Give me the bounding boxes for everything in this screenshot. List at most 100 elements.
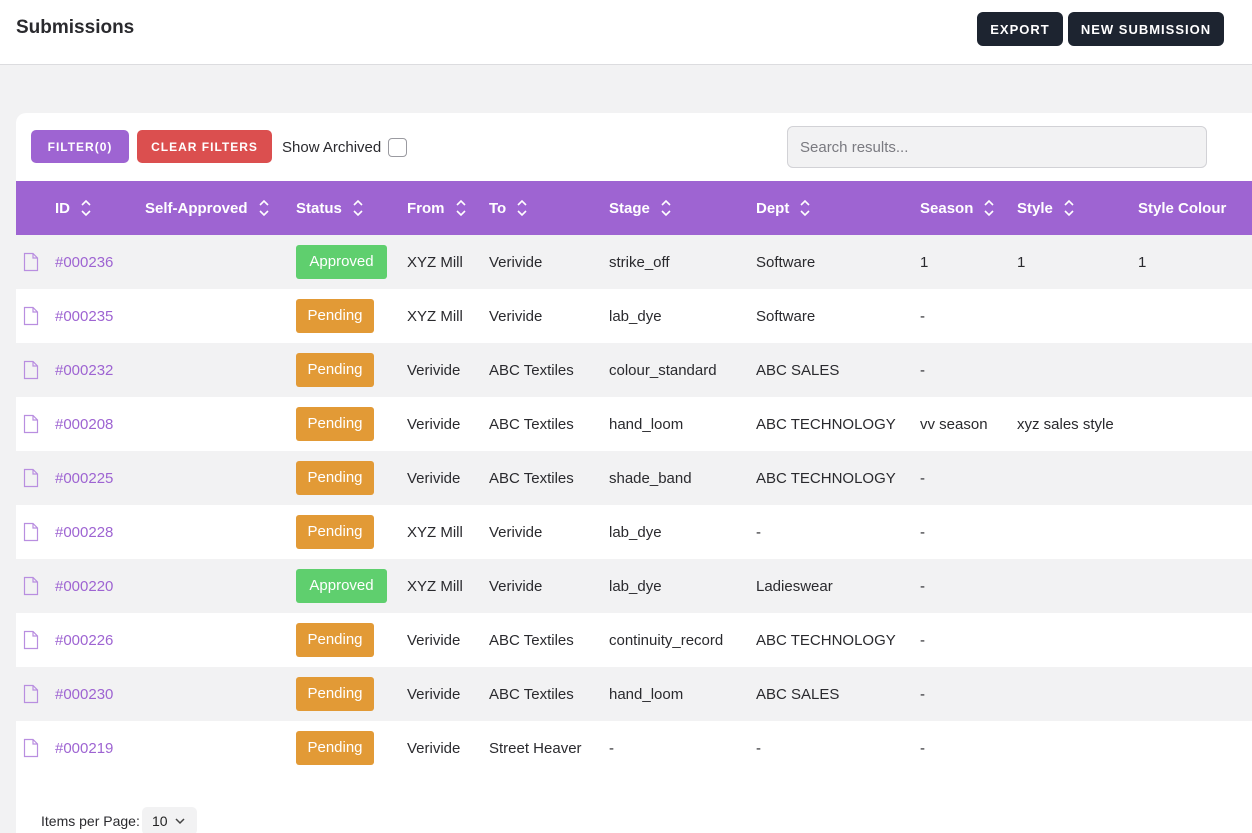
submission-id-link[interactable]: #000228 bbox=[55, 523, 114, 541]
submission-id-link[interactable]: #000230 bbox=[55, 685, 114, 703]
cell-from: Verivide bbox=[407, 451, 460, 505]
submission-id-link[interactable]: #000226 bbox=[55, 631, 114, 649]
cell-dept: ABC TECHNOLOGY bbox=[756, 451, 896, 505]
document-icon bbox=[23, 414, 39, 434]
export-button[interactable]: EXPORT bbox=[977, 12, 1063, 46]
sort-icon[interactable] bbox=[258, 198, 270, 218]
status-badge: Pending bbox=[296, 353, 374, 387]
filter-button[interactable]: FILTER(0) bbox=[31, 130, 129, 163]
column-header-id[interactable]: ID bbox=[55, 181, 92, 235]
column-header-status[interactable]: Status bbox=[296, 181, 364, 235]
cell-id[interactable]: #000228 bbox=[55, 505, 113, 559]
column-header-stage[interactable]: Stage bbox=[609, 181, 672, 235]
cell-stage: continuity_record bbox=[609, 613, 723, 667]
submissions-table: ID Self-Approved Status From To Stage Dept Seas… bbox=[16, 181, 1252, 793]
cell-id[interactable]: #000230 bbox=[55, 667, 113, 721]
column-header-season[interactable]: Season bbox=[920, 181, 995, 235]
column-header-dept[interactable]: Dept bbox=[756, 181, 811, 235]
table-row[interactable]: #000226 Pending Verivide ABC Textiles contin… bbox=[16, 613, 1252, 667]
cell-id[interactable]: #000235 bbox=[55, 289, 113, 343]
document-icon bbox=[23, 468, 39, 488]
cell-text: Verivide bbox=[407, 631, 461, 649]
cell-id[interactable]: #000219 bbox=[55, 721, 113, 775]
sort-icon[interactable] bbox=[799, 198, 811, 218]
clear-filters-button[interactable]: CLEAR FILTERS bbox=[137, 130, 272, 163]
submission-id-link[interactable]: #000225 bbox=[55, 469, 114, 487]
column-header-style-colour[interactable]: Style Colour bbox=[1138, 181, 1226, 235]
search-input[interactable] bbox=[787, 126, 1207, 168]
table-row[interactable]: #000219 Pending Verivide Street Heaver - - - bbox=[16, 721, 1252, 775]
column-header-label: To bbox=[489, 199, 507, 217]
table-row[interactable]: #000230 Pending Verivide ABC Textiles hand_l… bbox=[16, 667, 1252, 721]
sort-icon[interactable] bbox=[983, 198, 995, 218]
cell-text: - bbox=[920, 577, 925, 595]
cell-text: Verivide bbox=[489, 577, 543, 595]
table-row[interactable]: #000208 Pending Verivide ABC Textiles hand_l… bbox=[16, 397, 1252, 451]
status-badge: Pending bbox=[296, 731, 374, 765]
cell-dept: Software bbox=[756, 289, 815, 343]
table-row[interactable]: #000220 Approved XYZ Mill Verivide lab_dye La… bbox=[16, 559, 1252, 613]
cell-status: Pending bbox=[296, 721, 374, 775]
cell-text: - bbox=[920, 361, 925, 379]
cell-text: - bbox=[920, 685, 925, 703]
cell-style: xyz sales style bbox=[1017, 397, 1114, 451]
cell-to: Street Heaver bbox=[489, 721, 582, 775]
table-row[interactable]: #000236 Approved XYZ Mill Verivide strike_of… bbox=[16, 235, 1252, 289]
show-archived-checkbox[interactable] bbox=[388, 138, 407, 157]
column-header-style[interactable]: Style bbox=[1017, 181, 1075, 235]
table-row[interactable]: #000225 Pending Verivide ABC Textiles shade_… bbox=[16, 451, 1252, 505]
cell-status: Pending bbox=[296, 343, 374, 397]
cell-text: - bbox=[920, 469, 925, 487]
column-header-self-approved[interactable]: Self-Approved bbox=[145, 181, 270, 235]
submission-id-link[interactable]: #000236 bbox=[55, 253, 114, 271]
submission-id-link[interactable]: #000219 bbox=[55, 739, 114, 757]
show-archived-label: Show Archived bbox=[282, 139, 382, 156]
cell-status: Pending bbox=[296, 397, 374, 451]
cell-text: XYZ Mill bbox=[407, 253, 463, 271]
cell-text: colour_standard bbox=[609, 361, 717, 379]
cell-text: Verivide bbox=[407, 361, 461, 379]
cell-text: lab_dye bbox=[609, 307, 662, 325]
cell-to: Verivide bbox=[489, 559, 542, 613]
chevron-down-icon bbox=[175, 818, 185, 825]
status-badge: Pending bbox=[296, 515, 374, 549]
cell-stage: hand_loom bbox=[609, 667, 683, 721]
items-per-page-select[interactable]: 10 bbox=[142, 807, 197, 833]
sort-icon[interactable] bbox=[455, 198, 467, 218]
cell-text: vv season bbox=[920, 415, 988, 433]
status-badge: Pending bbox=[296, 407, 374, 441]
cell-season: - bbox=[920, 289, 925, 343]
cell-text: ABC SALES bbox=[756, 361, 840, 379]
cell-stage: strike_off bbox=[609, 235, 670, 289]
table-row[interactable]: #000235 Pending XYZ Mill Verivide lab_dye Sof… bbox=[16, 289, 1252, 343]
cell-text: Ladieswear bbox=[756, 577, 833, 595]
cell-id[interactable]: #000208 bbox=[55, 397, 113, 451]
sort-icon[interactable] bbox=[1063, 198, 1075, 218]
submission-id-link[interactable]: #000232 bbox=[55, 361, 114, 379]
submission-id-link[interactable]: #000208 bbox=[55, 415, 114, 433]
submission-id-link[interactable]: #000220 bbox=[55, 577, 114, 595]
cell-id[interactable]: #000232 bbox=[55, 343, 113, 397]
new-submission-button[interactable]: NEW SUBMISSION bbox=[1068, 12, 1224, 46]
cell-id[interactable]: #000226 bbox=[55, 613, 113, 667]
cell-id[interactable]: #000220 bbox=[55, 559, 113, 613]
column-header-to[interactable]: To bbox=[489, 181, 528, 235]
cell-status: Pending bbox=[296, 289, 374, 343]
cell-dept: - bbox=[756, 505, 761, 559]
column-header-label: Style Colour bbox=[1138, 199, 1227, 217]
table-row[interactable]: #000232 Pending Verivide ABC Textiles colour… bbox=[16, 343, 1252, 397]
submission-id-link[interactable]: #000235 bbox=[55, 307, 114, 325]
column-header-from[interactable]: From bbox=[407, 181, 467, 235]
sort-icon[interactable] bbox=[352, 198, 364, 218]
submissions-card: FILTER(0) CLEAR FILTERS Show Archived ID… bbox=[16, 113, 1252, 833]
cell-id[interactable]: #000225 bbox=[55, 451, 113, 505]
cell-id[interactable]: #000236 bbox=[55, 235, 113, 289]
sort-icon[interactable] bbox=[80, 198, 92, 218]
sort-icon[interactable] bbox=[516, 198, 528, 218]
sort-icon[interactable] bbox=[660, 198, 672, 218]
cell-dept: ABC SALES bbox=[756, 343, 839, 397]
table-row[interactable]: #000228 Pending XYZ Mill Verivide lab_dye - - bbox=[16, 505, 1252, 559]
cell-to: ABC Textiles bbox=[489, 451, 574, 505]
cell-to: ABC Textiles bbox=[489, 613, 574, 667]
cell-season: - bbox=[920, 613, 925, 667]
